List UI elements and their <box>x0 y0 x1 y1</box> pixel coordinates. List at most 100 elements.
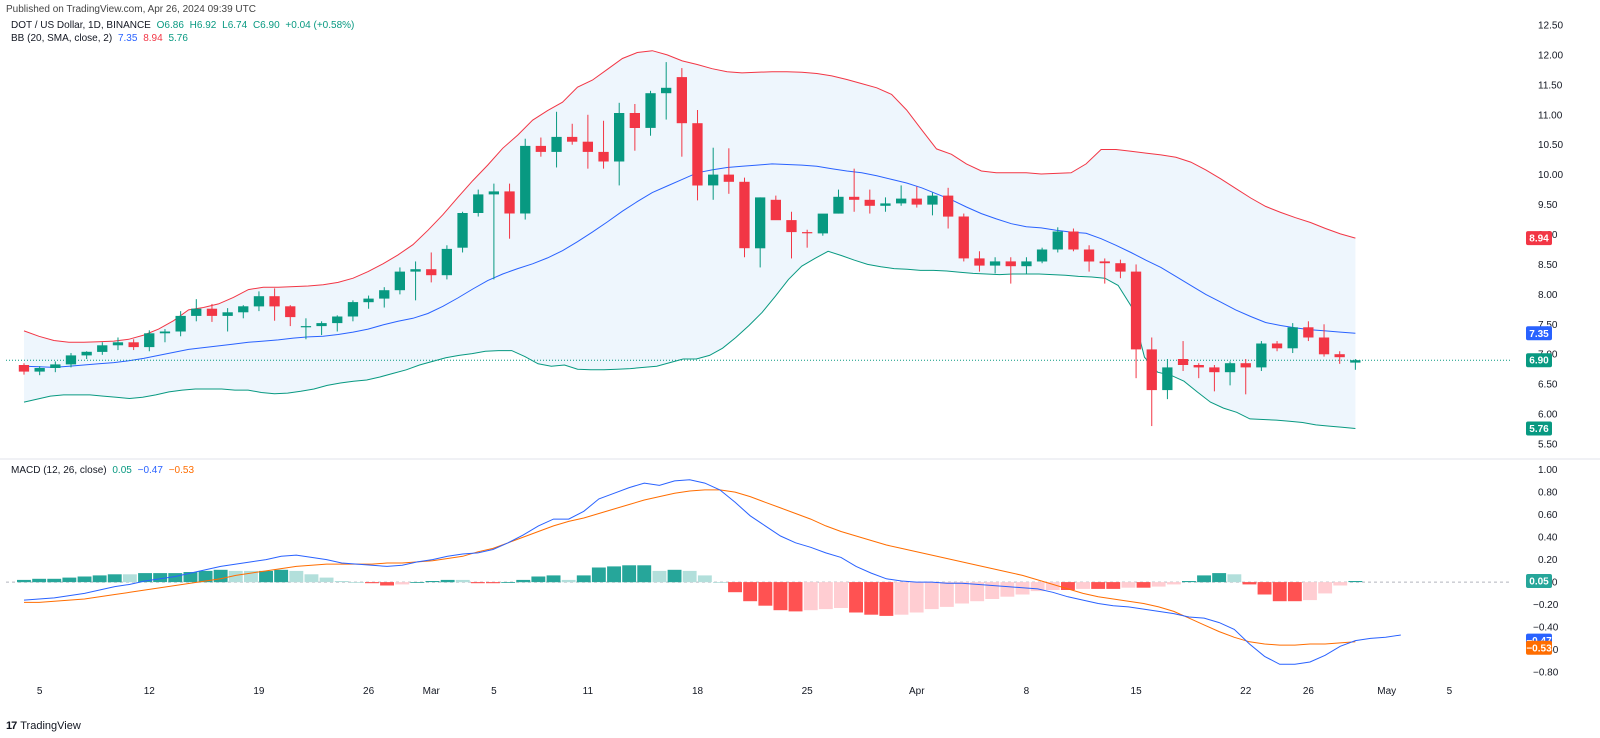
macd-histogram-bar <box>77 576 92 583</box>
date-tick-label: 15 <box>1131 686 1143 697</box>
macd-histogram-bar <box>455 579 470 583</box>
bb-basis-tag: 7.35 <box>1529 329 1549 340</box>
macd-histogram-bar <box>516 579 531 583</box>
macd-histogram-bar <box>228 570 243 583</box>
candle-body <box>128 342 139 348</box>
candle-body <box>817 213 828 234</box>
candle-body <box>676 77 687 124</box>
candle-body <box>1083 249 1095 262</box>
macd-histogram-bar <box>773 582 788 611</box>
candle-body <box>551 136 562 152</box>
main-legend: DOT / US Dollar, 1D, BINANCE O6.86 H6.92… <box>11 20 357 31</box>
macd-histogram-bar <box>274 569 289 583</box>
symbol-label[interactable]: DOT / US Dollar, 1D, BINANCE <box>11 20 151 31</box>
macd-histogram-bar <box>1166 582 1181 585</box>
candle-body <box>1146 349 1157 391</box>
macd-tick-label: −0.20 <box>1533 600 1559 611</box>
candle-body <box>473 194 484 213</box>
candle-body <box>1303 327 1314 338</box>
price-tick-label: 11.00 <box>1538 110 1563 121</box>
candle-body <box>504 191 515 214</box>
macd-histogram-bar <box>1272 582 1287 602</box>
candle-body <box>896 198 907 204</box>
date-tick-label: 8 <box>1024 686 1030 697</box>
candle-body <box>1005 261 1016 267</box>
candle-body <box>159 331 171 334</box>
candle-body <box>488 191 499 195</box>
macd-histogram-bar <box>365 582 379 584</box>
candle-body <box>708 174 719 186</box>
candle-body <box>34 368 45 372</box>
macd-histogram-bar <box>1227 574 1242 583</box>
macd-histogram-bar <box>1197 575 1211 583</box>
candle-body <box>1209 367 1220 373</box>
candle-body <box>316 323 327 327</box>
price-tick-label: 6.50 <box>1538 380 1558 391</box>
candles[interactable] <box>18 62 1361 427</box>
macd-histogram-bar <box>1333 582 1348 586</box>
candle-body <box>1287 327 1298 349</box>
date-tick-label: 26 <box>1303 686 1315 697</box>
candle-body <box>1177 359 1189 365</box>
tradingview-logo-icon: 17 <box>6 720 17 732</box>
macd-histogram-bar <box>879 582 894 616</box>
macd-histogram-bar <box>561 579 576 583</box>
candle-body <box>535 145 546 152</box>
candle-body <box>394 271 405 291</box>
macd-label[interactable]: MACD (12, 26, close) <box>11 465 107 476</box>
price-tick-label: 8.00 <box>1538 290 1558 301</box>
price-tags: 8.947.356.905.760.05−0.47−0.53 <box>1526 231 1552 655</box>
price-tick-label: 11.50 <box>1538 80 1563 91</box>
candle-body <box>285 306 296 318</box>
macd-histogram-bar <box>1030 582 1045 592</box>
candle-body <box>802 232 813 234</box>
macd-histogram-bar <box>546 575 561 583</box>
candle-body <box>1224 363 1236 373</box>
candle-body <box>441 248 452 276</box>
candle-body <box>206 308 218 316</box>
bb-upper-value: 8.94 <box>143 33 163 44</box>
macd-histogram-bar <box>1303 582 1317 601</box>
candle-body <box>1021 261 1032 267</box>
macd-histogram-bar <box>1287 582 1302 602</box>
date-tick-label: 11 <box>583 686 594 697</box>
bb-label[interactable]: BB (20, SMA, close, 2) <box>11 33 113 44</box>
macd-histogram-bar <box>1076 582 1090 589</box>
price-tick-label: 10.50 <box>1538 140 1563 151</box>
bb-lower-value: 5.76 <box>168 33 188 44</box>
ohlc-change: +0.04 (+0.58%) <box>285 20 355 31</box>
macd-value: −0.47 <box>137 465 163 476</box>
candle-body <box>144 333 155 348</box>
candle-body <box>426 269 437 276</box>
bb-basis-value: 7.35 <box>117 33 138 44</box>
macd-hist-value: 0.05 <box>112 465 132 476</box>
macd-histogram-bar <box>334 581 349 583</box>
ohlc-close: C6.90 <box>252 20 280 31</box>
macd-histogram-bar <box>486 582 500 584</box>
macd-histogram-bar <box>1348 581 1363 583</box>
candle-body <box>958 216 969 259</box>
bb-upper-tag-bg <box>1526 231 1552 246</box>
candle-body <box>943 195 954 217</box>
macd-histogram-bar <box>198 570 213 583</box>
ohlc-open: O6.86 <box>156 20 184 31</box>
macd-histogram-bar <box>834 582 848 608</box>
candle-body <box>457 213 468 248</box>
price-tick-label: 12.50 <box>1538 20 1563 31</box>
bb-basis-tag-bg <box>1526 326 1552 341</box>
macd-histogram-bar <box>637 565 652 583</box>
macd-histogram-bar <box>682 570 697 583</box>
candle-body <box>222 312 233 316</box>
candle-body <box>332 316 343 324</box>
footer-brand[interactable]: 17 TradingView <box>6 720 81 732</box>
macd-histogram-bar <box>1121 582 1136 588</box>
candle-body <box>880 203 891 206</box>
candle-body <box>1334 354 1345 358</box>
macd-histogram-bar <box>213 569 228 583</box>
macd-legend: MACD (12, 26, close) 0.05 −0.47 −0.53 <box>11 465 197 476</box>
macd-histogram-bar <box>153 573 168 583</box>
macd-histogram-bar <box>1106 582 1121 589</box>
macd-histogram-bar <box>591 567 606 583</box>
signal-tag-bg <box>1526 640 1552 655</box>
